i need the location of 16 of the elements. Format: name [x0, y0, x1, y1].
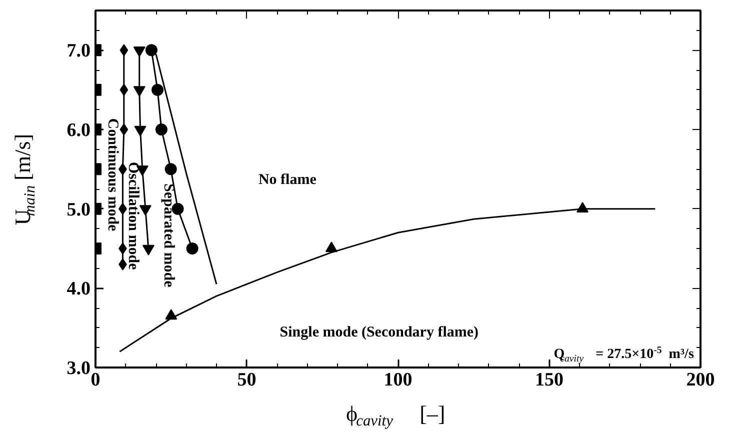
- x-tick-label: 100: [384, 370, 412, 390]
- y-tick-label: 7.0: [66, 40, 90, 62]
- y-tick-label: 5.0: [66, 199, 90, 220]
- x-tick-label: 150: [535, 370, 564, 390]
- y-tick-label: 6.0: [66, 120, 90, 141]
- x-tick-label: 200: [686, 370, 715, 390]
- annotation: No flame: [258, 172, 317, 188]
- y-tick-label: 3.0: [66, 358, 90, 379]
- y-tick-label: 4.0: [66, 278, 90, 300]
- annotation: Separated mode: [160, 184, 177, 288]
- x-tick-label: 0: [90, 370, 100, 390]
- annotation: Oscillation mode: [125, 162, 142, 270]
- annotation: Single mode (Secondary flame): [280, 324, 479, 341]
- annotation: Continuous mode: [104, 118, 120, 232]
- x-tick-label: 50: [237, 370, 256, 390]
- y-axis-title: Umain [m/s]: [10, 134, 39, 226]
